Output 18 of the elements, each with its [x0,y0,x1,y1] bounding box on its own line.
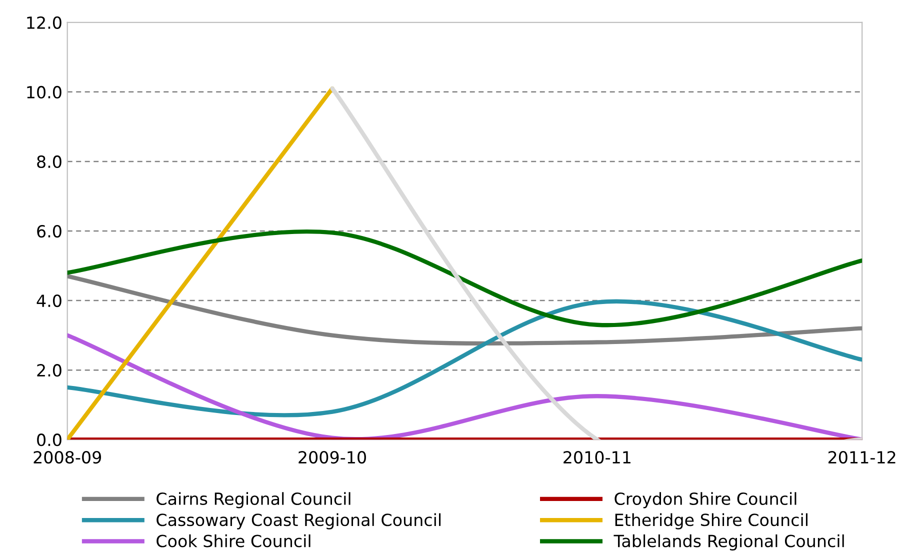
legend-label: Cairns Regional Council [156,492,350,508]
y-tick-label: 6.0 [37,224,62,238]
legend-label: Cook Shire Council [156,534,310,548]
x-tick-label: 2011-12 [828,451,896,464]
legend-label: Etheridge Shire Council [615,513,808,530]
y-tick-label: 0.0 [37,434,62,446]
y-tick-label: 2.0 [37,364,62,377]
legend-label: Croydon Shire Council [614,492,796,508]
y-tick-label: 10.0 [27,86,62,98]
legend-label: Cassowary Coast Regional Council [156,513,441,530]
y-tick-label: 12.0 [27,16,62,29]
legend-label: Tablelands Regional Council [614,534,844,551]
x-tick-label: 2008-09 [34,451,101,464]
y-tick-label: 4.0 [36,294,62,308]
x-tick-label: 2009-10 [298,451,366,464]
y-tick-label: 8.0 [37,155,62,168]
x-tick-label: 2010-11 [564,451,630,464]
line-series [67,230,862,327]
